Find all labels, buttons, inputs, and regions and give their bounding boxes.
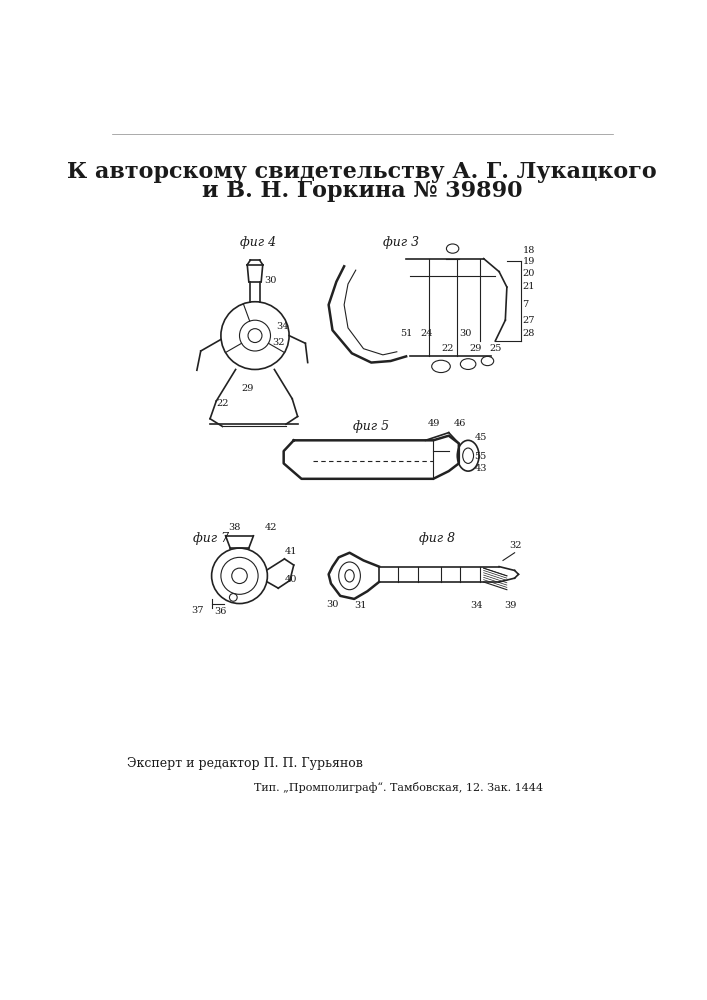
Text: 22: 22 [441,344,453,353]
Text: 45: 45 [474,433,486,442]
Text: фиг 5: фиг 5 [354,420,390,433]
Text: 32: 32 [272,338,284,347]
Text: фиг 8: фиг 8 [419,532,455,545]
Text: 20: 20 [522,269,534,278]
Text: 37: 37 [192,606,204,615]
Text: 22: 22 [216,399,229,408]
Text: 25: 25 [490,344,502,353]
Text: 7: 7 [522,300,529,309]
Text: 40: 40 [284,575,297,584]
Text: 19: 19 [522,257,534,266]
Text: 39: 39 [505,601,517,610]
Text: 24: 24 [420,329,433,338]
Text: фиг 7: фиг 7 [193,532,229,545]
Text: 43: 43 [474,464,487,473]
Text: 29: 29 [241,384,253,393]
Text: 27: 27 [522,316,535,325]
Text: 34: 34 [470,601,483,610]
Text: Эксперт и редактор П. П. Гурьянов: Эксперт и редактор П. П. Гурьянов [127,757,363,770]
Text: 55: 55 [474,452,486,461]
Text: фиг 4: фиг 4 [240,236,276,249]
Text: 38: 38 [228,523,241,532]
Text: 32: 32 [509,541,522,550]
Text: 21: 21 [522,282,535,291]
Text: 18: 18 [522,246,534,255]
Text: 30: 30 [327,600,339,609]
Text: 36: 36 [215,607,227,616]
Text: К авторскому свидетельству А. Г. Лукацкого: К авторскому свидетельству А. Г. Лукацко… [67,161,657,183]
Text: 51: 51 [400,329,412,338]
Text: и В. Н. Горкина № 39890: и В. Н. Горкина № 39890 [201,180,522,202]
Text: 30: 30 [459,329,471,338]
Text: 41: 41 [284,547,297,556]
Text: 46: 46 [454,419,467,428]
Text: Тип. „Промполиграф“. Тамбовская, 12. Зак. 1444: Тип. „Промполиграф“. Тамбовская, 12. Зак… [254,782,543,793]
Text: 31: 31 [354,601,367,610]
Text: 29: 29 [469,344,482,353]
Text: 42: 42 [264,523,277,532]
Text: 49: 49 [428,419,440,428]
Text: фиг 3: фиг 3 [383,236,419,249]
Text: 34: 34 [276,322,289,331]
Text: 28: 28 [522,329,534,338]
Text: 30: 30 [264,276,276,285]
